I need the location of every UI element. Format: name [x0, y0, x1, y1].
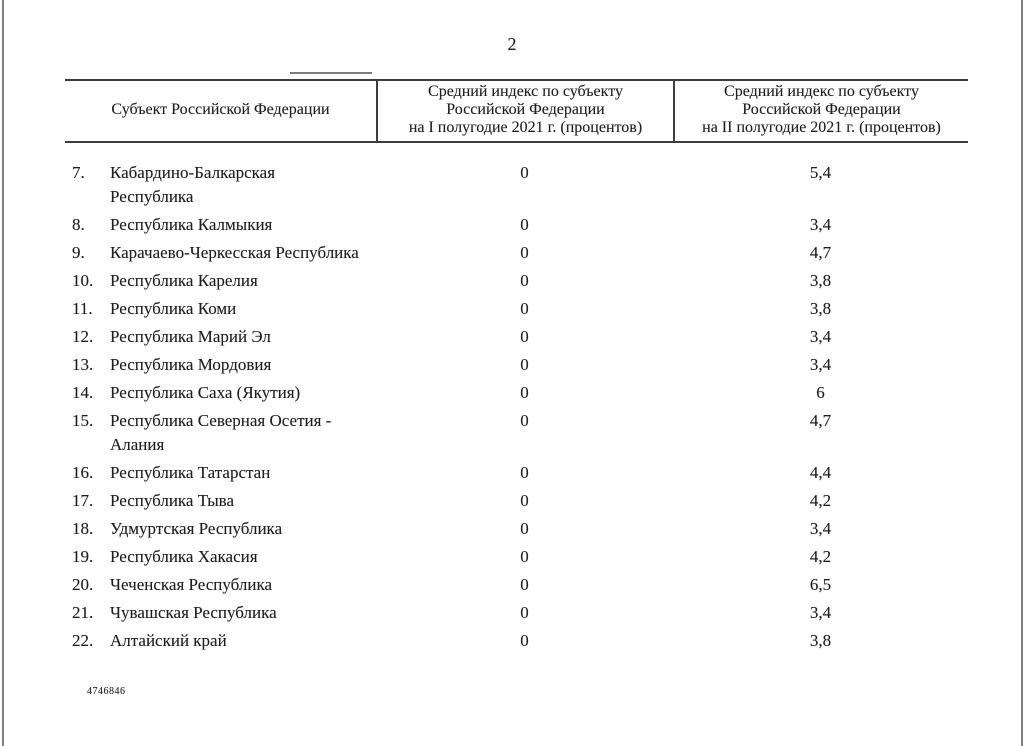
row-subject-name: Чувашская Республика: [110, 603, 277, 622]
table-row: 11. Республика Коми 0 3,8: [65, 297, 968, 325]
row-subject-name: Республика Северная Осетия - Алания: [110, 411, 332, 454]
row-value-h2: 6: [816, 383, 825, 402]
row-number: 9.: [72, 243, 85, 262]
row-value-h1: 0: [520, 383, 529, 402]
table-row: 21. Чувашская Республика 0 3,4: [65, 601, 968, 629]
row-subject-name: Республика Татарстан: [110, 463, 271, 482]
row-number: 11.: [72, 299, 93, 318]
row-value-h2: 3,4: [809, 215, 832, 234]
table-row: 9. Карачаево-Черкесская Республика 0 4,7: [65, 241, 968, 269]
row-value-h2: 3,4: [809, 519, 832, 538]
row-number: 21.: [72, 603, 94, 622]
row-number: 8.: [72, 215, 85, 234]
row-value-h2: 3,8: [809, 299, 832, 318]
table-row: 8. Республика Калмыкия 0 3,4: [65, 213, 968, 241]
row-value-h2: 3,4: [809, 603, 832, 622]
table-body: 7. Кабардино-Балкарская Республика 0 5,4…: [65, 161, 968, 657]
row-value-h1: 0: [520, 327, 529, 346]
row-subject-name: Чеченская Республика: [110, 575, 272, 594]
table-row: 7. Кабардино-Балкарская Республика 0 5,4: [65, 161, 968, 213]
row-value-h2: 5,4: [809, 163, 832, 182]
row-subject-name: Республика Калмыкия: [110, 215, 273, 234]
row-subject-name: Республика Коми: [110, 299, 237, 318]
row-number: 14.: [72, 383, 94, 402]
header-col-h1-2021: Средний индекс по субъекту Российской Фе…: [376, 81, 673, 141]
document-table: Субъект Российской Федерации Средний инд…: [65, 79, 968, 657]
row-value-h1: 0: [520, 299, 529, 318]
row-subject-name: Республика Мордовия: [110, 355, 272, 374]
row-subject-name: Республика Тыва: [110, 491, 235, 510]
row-value-h2: 3,4: [809, 327, 832, 346]
row-value-h1: 0: [520, 463, 529, 482]
row-value-h1: 0: [520, 271, 529, 290]
table-row: 22. Алтайский край 0 3,8: [65, 629, 968, 657]
row-number: 18.: [72, 519, 94, 538]
row-value-h2: 3,8: [809, 271, 832, 290]
table-row: 19. Республика Хакасия 0 4,2: [65, 545, 968, 573]
row-value-h1: 0: [520, 519, 529, 538]
row-value-h1: 0: [520, 631, 529, 650]
row-subject-name: Республика Марий Эл: [110, 327, 271, 346]
row-value-h2: 3,4: [809, 355, 832, 374]
row-subject-name: Республика Хакасия: [110, 547, 258, 566]
table-header: Субъект Российской Федерации Средний инд…: [65, 79, 968, 143]
row-value-h2: 6,5: [809, 575, 832, 594]
row-subject-name: Удмуртская Республика: [110, 519, 283, 538]
row-value-h1: 0: [520, 575, 529, 594]
table-row: 12. Республика Марий Эл 0 3,4: [65, 325, 968, 353]
row-value-h1: 0: [520, 547, 529, 566]
row-value-h1: 0: [520, 491, 529, 510]
row-subject-name: Алтайский край: [110, 631, 227, 650]
row-number: 20.: [72, 575, 94, 594]
table-row: 10. Республика Карелия 0 3,8: [65, 269, 968, 297]
row-value-h2: 4,7: [809, 411, 832, 430]
table-row: 20. Чеченская Республика 0 6,5: [65, 573, 968, 601]
row-number: 10.: [72, 271, 94, 290]
row-subject-name: Республика Карелия: [110, 271, 258, 290]
row-number: 15.: [72, 411, 94, 430]
row-subject-name: Кабардино-Балкарская Республика: [110, 163, 276, 206]
row-value-h1: 0: [520, 243, 529, 262]
row-value-h1: 0: [520, 355, 529, 374]
row-number: 13.: [72, 355, 94, 374]
page-number: 2: [507, 34, 517, 54]
row-subject-name: Республика Саха (Якутия): [110, 383, 301, 402]
page-edge-line-right: [1021, 0, 1023, 746]
footer-code: 4746846: [87, 686, 126, 697]
scan-artifact-line: [290, 72, 372, 74]
header-col-h2-2021: Средний индекс по субъекту Российской Фе…: [673, 81, 968, 141]
table-row: 13. Республика Мордовия 0 3,4: [65, 353, 968, 381]
row-number: 7.: [72, 163, 85, 182]
row-value-h2: 4,7: [809, 243, 832, 262]
row-value-h1: 0: [520, 163, 529, 182]
table-row: 17. Республика Тыва 0 4,2: [65, 489, 968, 517]
row-number: 22.: [72, 631, 94, 650]
row-subject-name: Карачаево-Черкесская Республика: [110, 243, 359, 262]
row-value-h1: 0: [520, 215, 529, 234]
row-number: 12.: [72, 327, 94, 346]
row-value-h2: 3,8: [809, 631, 832, 650]
row-value-h1: 0: [520, 411, 529, 430]
page-edge-line-left: [2, 0, 4, 746]
row-number: 19.: [72, 547, 94, 566]
header-col-subject: Субъект Российской Федерации: [111, 101, 330, 118]
row-value-h2: 4,2: [809, 547, 832, 566]
row-number: 17.: [72, 491, 94, 510]
table-row: 18. Удмуртская Республика 0 3,4: [65, 517, 968, 545]
table-row: 14. Республика Саха (Якутия) 0 6: [65, 381, 968, 409]
row-number: 16.: [72, 463, 94, 482]
table-row: 16. Республика Татарстан 0 4,4: [65, 461, 968, 489]
row-value-h2: 4,2: [809, 491, 832, 510]
table-row: 15. Республика Северная Осетия - Алания …: [65, 409, 968, 461]
row-value-h2: 4,4: [809, 463, 832, 482]
row-value-h1: 0: [520, 603, 529, 622]
